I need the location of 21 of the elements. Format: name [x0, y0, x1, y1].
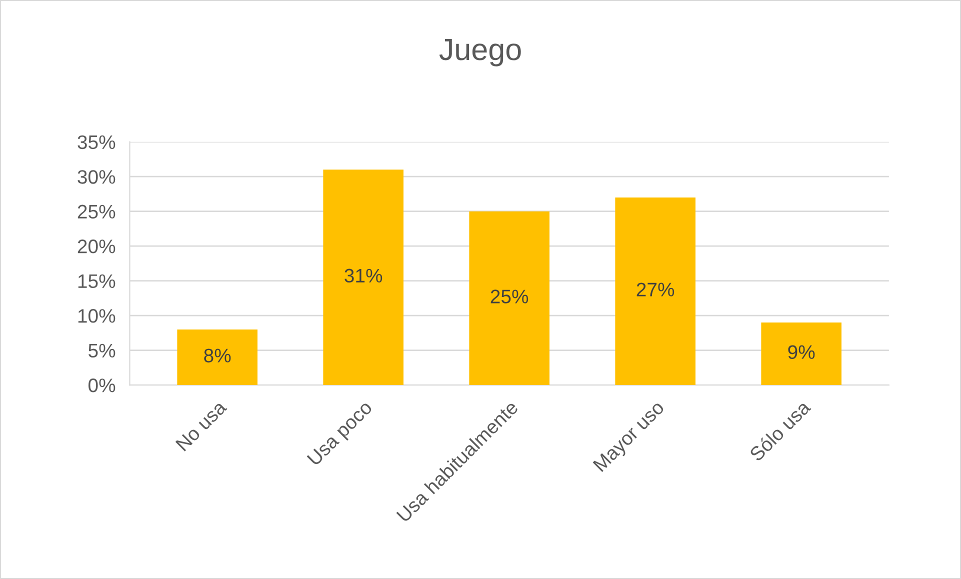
y-tick-label: 20% [78, 240, 116, 254]
data-label: 9% [788, 345, 815, 359]
bar [761, 322, 842, 386]
x-tick-label: Sólo usa [748, 398, 812, 462]
y-tick-label: 0% [88, 378, 116, 392]
data-label: 25% [490, 290, 528, 304]
y-tick-label: 35% [78, 135, 116, 150]
data-label: 27% [636, 282, 674, 296]
y-tick-label: 25% [78, 204, 116, 219]
bar [615, 197, 696, 386]
bar [177, 329, 258, 386]
y-tick-label: 5% [88, 344, 116, 358]
y-tick-label: 15% [78, 274, 116, 288]
chart-title: Juego [439, 38, 521, 66]
bar [323, 170, 404, 386]
data-label: 8% [204, 348, 231, 362]
x-tick-label: No usa [175, 399, 228, 452]
y-tick-label: 10% [78, 309, 116, 323]
y-tick-label: 30% [78, 170, 116, 184]
data-label: 31% [344, 268, 382, 283]
bar [469, 211, 550, 386]
